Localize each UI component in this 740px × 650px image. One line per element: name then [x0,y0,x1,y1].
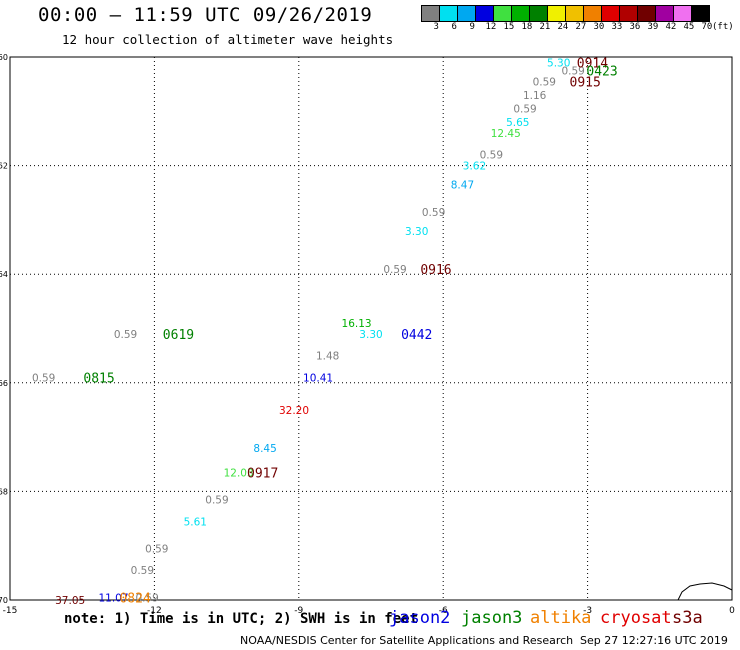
wave-height-point: 0.59 [513,104,536,116]
legend-label-45: 45 [683,22,695,32]
satellite-jason2: jason2 [389,608,451,628]
wave-height-point: 10.41 [303,372,333,384]
y-tick-label: -68 [0,487,8,496]
credit-line: NOAA/NESDIS Center for Satellite Applica… [240,634,574,647]
legend-label-39: 39 [647,22,659,32]
legend-label-24: 24 [557,22,569,32]
coastline [677,582,733,601]
pass-time-label: 0916 [420,263,451,278]
footer-note: note: 1) Time is in UTC; 2) SWH is in fe… [64,611,419,627]
pass-time-label: 0423 [586,65,617,80]
legend-label-27: 27 [575,22,587,32]
satellite-altika: altika [530,608,592,628]
wave-height-point: 37.05 [55,595,85,607]
x-tick-label: -3 [583,606,592,616]
legend-label-42: 42 [665,22,677,32]
wave-height-point: 0.59 [383,264,406,276]
legend-swatch-70 [691,5,710,22]
legend-labels: 3 6 9 12 15 18 21 24 27 30 33 36 39 42 45 70 (ft) [422,22,740,36]
wave-height-point: 0.59 [145,543,168,555]
wave-height-point: 0.59 [114,329,137,341]
wave-height-point: 32.20 [279,405,309,417]
wave-height-point: 12.45 [491,128,521,140]
legend-label-15: 15 [503,22,515,32]
legend-label-30: 30 [593,22,605,32]
wave-height-point: 0.59 [533,76,556,88]
wave-height-point: 1.16 [523,90,547,102]
wave-height-point: 11.07 [98,592,128,604]
chart-subtitle: 12 hour collection of altimeter wave hei… [62,32,394,47]
wave-height-point: 3.30 [405,226,428,238]
wave-height-point: 12.03 [224,467,254,479]
wave-height-point: 1.48 [316,351,339,363]
pass-time-label: 0824 [119,591,150,606]
wave-height-point: 0.59 [32,372,55,384]
pass-time-label: 0442 [401,328,432,343]
pass-time-label: 0815 [83,371,114,386]
legend-unit: (ft) [712,22,734,32]
legend-label-12: 12 [485,22,497,32]
x-tick-label: 0 [729,606,735,616]
legend-label-33: 33 [611,22,623,32]
timestamp: Sep 27 12:27:16 UTC 2019 [580,634,728,647]
legend-label-3: 3 [433,22,439,32]
y-tick-label: -64 [0,270,8,279]
chart-title: 00:00 — 11:59 UTC 09/26/2019 [38,4,373,26]
pass-time-label: 0914 [577,56,608,71]
legend-label-9: 9 [469,22,475,32]
legend-label-70: 70 [701,22,713,32]
wave-height-point: 16.13 [342,318,372,330]
legend-label-36: 36 [629,22,641,32]
legend-label-6: 6 [451,22,457,32]
pass-time-label: 0619 [163,328,194,343]
wave-height-point: 8.47 [451,180,474,192]
legend-label-21: 21 [539,22,551,32]
wave-height-point: 0.59 [135,592,158,604]
wave-height-point: 0.59 [131,565,154,577]
wave-height-point: 5.30 [547,57,570,69]
wave-height-point: 8.45 [253,443,276,455]
legend-label-18: 18 [521,22,533,32]
y-tick-label: -66 [0,379,8,388]
y-tick-label: -62 [0,162,8,171]
wave-height-point: 0.59 [422,207,445,219]
pass-time-label: 0917 [247,466,278,481]
satellite-cryosat: cryosat [600,608,672,628]
wave-height-point: 3.30 [359,329,382,341]
wave-height-point: 5.65 [506,117,529,129]
wave-height-point: 3.62 [463,161,486,173]
plot-frame [9,56,733,601]
satellite-s3a: s3a [672,608,703,628]
wave-height-point: 5.61 [184,516,207,528]
x-tick-label: -9 [294,606,303,616]
wave-height-point: 0.59 [561,66,584,78]
wave-height-point: 0.59 [480,150,503,162]
satellite-jason3: jason3 [461,608,523,628]
x-tick-label: -15 [3,606,18,616]
y-tick-label: -70 [0,596,8,605]
x-tick-label: -6 [439,606,448,616]
wave-height-point: 0.59 [205,495,228,507]
x-tick-label: -12 [147,606,162,616]
pass-time-label: 0915 [570,75,601,90]
y-tick-label: -60 [0,53,8,62]
wave-height-color-legend [421,5,710,22]
